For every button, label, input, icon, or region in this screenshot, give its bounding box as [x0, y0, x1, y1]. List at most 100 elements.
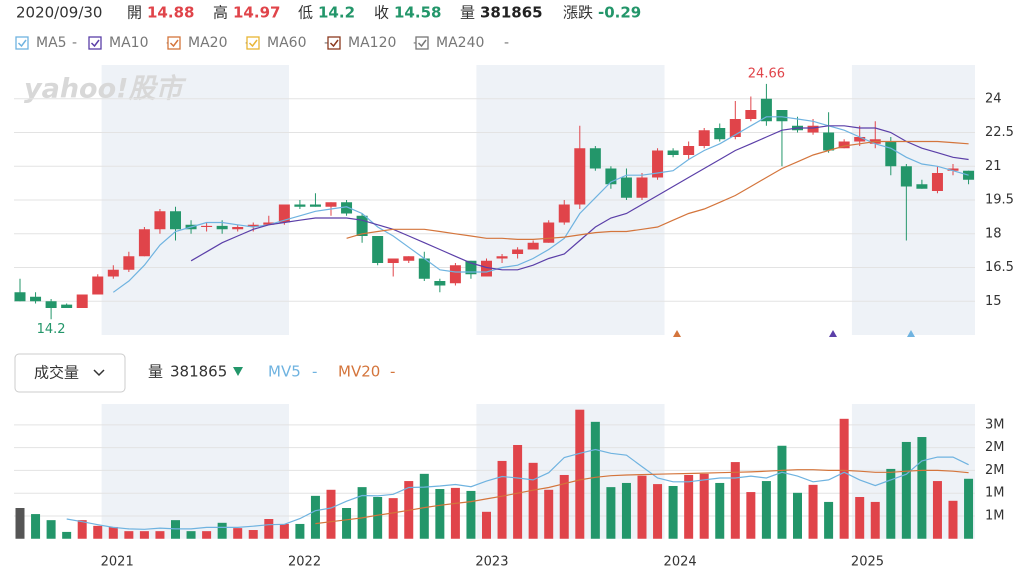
legend-label: MA60	[267, 35, 306, 51]
volume-bar	[684, 474, 694, 539]
candle-body	[916, 184, 928, 189]
candle-body	[558, 204, 570, 223]
volume-bar	[497, 460, 507, 539]
volume-bar	[419, 473, 429, 539]
candle-body	[449, 265, 461, 284]
candle-body	[760, 98, 772, 122]
legend-check	[17, 39, 27, 48]
candle-body	[698, 130, 710, 146]
legend-label: MA120	[348, 35, 396, 51]
legend-checkbox[interactable]	[88, 36, 102, 50]
volume-bar	[62, 531, 72, 539]
volume-bar	[653, 484, 663, 539]
legend-label: MA20	[188, 35, 227, 51]
volume-bar	[590, 421, 600, 539]
signal-marker	[907, 330, 915, 337]
year-band	[101, 404, 290, 539]
volume-bar	[248, 530, 258, 539]
legend-value: -	[504, 35, 509, 51]
candle-body	[30, 296, 42, 302]
legend-checkbox[interactable]	[246, 36, 260, 50]
volume-legend-value: -	[390, 363, 395, 381]
down-arrow	[233, 367, 243, 376]
indicator-dropdown[interactable]	[14, 353, 126, 393]
candle-body	[434, 281, 446, 286]
volume-bar	[544, 489, 554, 539]
volume-bar	[264, 519, 274, 539]
volume-bar	[310, 495, 320, 539]
x-tick-label: 2023	[475, 555, 508, 570]
candle-body	[574, 148, 586, 205]
volume-bar	[621, 482, 631, 539]
x-tick-label: 2025	[851, 555, 884, 570]
legend-checkbox[interactable]	[15, 36, 29, 50]
candle-body	[854, 137, 866, 142]
volume-value: 381865	[170, 363, 227, 381]
volume-bar	[77, 520, 87, 539]
volume-bar	[233, 528, 243, 539]
y-tick-label: 1M	[985, 486, 1005, 501]
info-value: 14.97	[233, 4, 280, 22]
candle-body	[123, 256, 135, 270]
candle-body	[683, 146, 695, 155]
candle-body	[356, 215, 368, 236]
ma-line	[315, 469, 969, 525]
candle-body	[278, 204, 290, 223]
volume-bar	[357, 487, 367, 539]
legend-check	[169, 39, 179, 48]
info-value: 14.2	[318, 4, 355, 22]
legend-checkbox[interactable]	[415, 36, 429, 50]
candle-body	[838, 141, 850, 149]
candle-body	[418, 258, 430, 279]
volume-bar	[108, 526, 118, 539]
volume-bar	[948, 500, 958, 539]
x-tick-label: 2022	[288, 555, 321, 570]
legend-label: MA5	[36, 35, 67, 51]
volume-bar	[932, 481, 942, 539]
volume-bar	[870, 501, 880, 539]
candle-body	[107, 269, 119, 277]
info-label: 開	[127, 4, 142, 22]
y-tick-label: 15	[985, 294, 1002, 309]
y-tick-label: 24	[985, 91, 1002, 106]
candle-body	[652, 150, 664, 178]
volume-bar	[964, 478, 974, 539]
candle-body	[512, 249, 524, 254]
legend-label: MA10	[109, 35, 148, 51]
candle-body	[481, 260, 492, 277]
volume-bar	[668, 485, 678, 539]
y-tick-label: 19.5	[985, 193, 1014, 208]
volume-bar	[124, 531, 134, 539]
candle-body	[465, 260, 477, 275]
volume-bar	[466, 490, 476, 539]
candle-body	[527, 242, 539, 250]
info-date: 2020/09/30	[16, 4, 102, 22]
legend-value: -	[72, 35, 77, 51]
volume-bar	[715, 482, 725, 539]
ma-line	[112, 116, 969, 293]
legend-checkbox[interactable]	[167, 36, 181, 50]
volume-bar	[186, 531, 196, 539]
volume-bar	[139, 531, 149, 539]
volume-bar	[482, 511, 491, 539]
candle-body	[61, 304, 73, 308]
candle-body	[232, 227, 244, 230]
min-label: 14.2	[37, 322, 66, 337]
legend-value: -	[324, 35, 329, 51]
volume-legend-label: MV5	[268, 363, 301, 381]
volume-bar	[342, 508, 352, 539]
y-tick-label: 16.5	[985, 260, 1014, 275]
info-label: 低	[298, 4, 313, 22]
legend-checkbox[interactable]	[327, 36, 341, 50]
volume-bar	[435, 489, 445, 539]
candle-body	[170, 211, 181, 230]
volume-bar	[730, 462, 740, 539]
candle-body	[807, 125, 819, 133]
candle-body	[947, 168, 959, 171]
candle-body	[714, 128, 726, 140]
volume-bar	[93, 525, 103, 539]
volume-bar	[326, 489, 336, 539]
info-label: 量	[460, 4, 475, 22]
volume-bar	[746, 492, 756, 539]
